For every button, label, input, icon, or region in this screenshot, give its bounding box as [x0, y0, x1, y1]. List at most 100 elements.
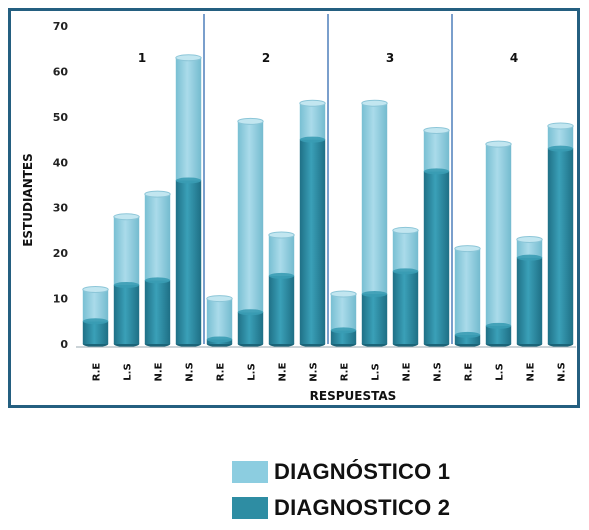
- bar-top: [144, 190, 171, 198]
- bar-top: [547, 122, 574, 130]
- x-tick-label: N.E: [278, 362, 289, 381]
- x-tick-label: R.E: [340, 363, 351, 382]
- bar-diagnostico-2: [485, 325, 512, 344]
- bar-diagnostico-1: [237, 121, 264, 313]
- bar-joint: [237, 309, 264, 316]
- bar-top: [113, 213, 140, 221]
- y-tick-label: 40: [53, 156, 69, 169]
- bar-diagnostico-2: [547, 148, 574, 344]
- x-tick-label: N.S: [185, 362, 196, 381]
- bar-diagnostico-2: [299, 139, 326, 344]
- x-tick-label: R.E: [216, 363, 227, 382]
- y-tick-label: 30: [53, 202, 69, 215]
- bar-diagnostico-2: [516, 257, 543, 344]
- bar-top: [82, 285, 109, 293]
- x-tick-label: N.S: [309, 362, 320, 381]
- bar-diagnostico-1: [113, 216, 140, 285]
- bar-diagnostico-2: [330, 330, 357, 344]
- bar-joint: [547, 145, 574, 152]
- x-tick-label: R.E: [92, 363, 103, 382]
- legend: DIAGNÓSTICO 1 DIAGNOSTICO 2: [232, 458, 492, 530]
- bar-diagnostico-1: [206, 298, 233, 340]
- bar-top: [392, 226, 419, 234]
- bar-joint: [423, 168, 450, 175]
- bar-joint: [268, 272, 295, 279]
- bar-joint: [82, 318, 109, 325]
- bar-joint: [330, 327, 357, 334]
- bar-diagnostico-1: [299, 103, 326, 140]
- legend-item-diagnostico-2: DIAGNOSTICO 2: [232, 494, 492, 522]
- y-tick-label: 50: [53, 111, 69, 124]
- bar-joint: [454, 331, 481, 338]
- bar-diagnostico-2: [268, 275, 295, 344]
- bar-diagnostico-1: [392, 230, 419, 272]
- x-tick-label: L.S: [247, 363, 258, 380]
- bar-diagnostico-1: [361, 103, 388, 295]
- bar-top: [516, 236, 543, 244]
- group-label: 3: [386, 51, 394, 65]
- bar-top: [485, 140, 512, 148]
- bar-diagnostico-2: [392, 271, 419, 344]
- plot-area: 0 10 20 30 40 50 60 70 1 2 3 4 R.E L.S N.E N.S R.E L.S N.E…: [53, 14, 576, 382]
- bar-joint: [392, 268, 419, 275]
- bar-joint: [299, 136, 326, 143]
- bar-diagnostico-1: [423, 130, 450, 172]
- bar-diagnostico-1: [144, 194, 171, 281]
- bar-diagnostico-2: [113, 284, 140, 344]
- bar-top: [361, 99, 388, 107]
- group-label: 1: [138, 51, 146, 65]
- bar-top: [330, 290, 357, 298]
- y-tick-label: 60: [53, 65, 69, 78]
- x-tick-label: N.S: [557, 362, 568, 381]
- group-label: 4: [510, 51, 518, 65]
- bar-joint: [175, 177, 202, 184]
- x-tick-label: L.S: [371, 363, 382, 380]
- bar-top: [175, 54, 202, 62]
- x-tick-label: R.E: [464, 363, 475, 382]
- chart: 0 10 20 30 40 50 60 70 1 2 3 4 R.E L.S N.E N.S R.E L.S N.E…: [8, 8, 580, 408]
- bar-top: [237, 117, 264, 125]
- bar-top: [206, 295, 233, 303]
- legend-swatch-diagnostico-1: [232, 461, 268, 483]
- bar-joint: [113, 281, 140, 288]
- legend-swatch-diagnostico-2: [232, 497, 268, 519]
- bar-top: [268, 231, 295, 239]
- bar-diagnostico-1: [516, 239, 543, 258]
- legend-item-diagnostico-1: DIAGNÓSTICO 1: [232, 458, 492, 486]
- bar-diagnostico-2: [361, 294, 388, 344]
- bar-diagnostico-1: [547, 125, 574, 149]
- y-tick-label: 70: [53, 20, 69, 33]
- bar-diagnostico-1: [485, 144, 512, 326]
- x-axis-title: RESPUESTAS: [310, 389, 397, 403]
- bar-diagnostico-2: [82, 321, 109, 344]
- bar-top: [423, 126, 450, 134]
- bar-joint: [144, 277, 171, 284]
- bar-diagnostico-2: [423, 171, 450, 344]
- legend-label-diagnostico-2: DIAGNOSTICO 2: [274, 495, 451, 520]
- x-tick-label: N.E: [526, 362, 537, 381]
- bar-diagnostico-1: [330, 294, 357, 331]
- bar-diagnostico-2: [454, 334, 481, 344]
- x-tick-label: N.E: [402, 362, 413, 381]
- y-tick-label: 10: [53, 293, 69, 306]
- bar-diagnostico-2: [237, 312, 264, 344]
- bar-diagnostico-2: [144, 280, 171, 344]
- bar-joint: [361, 291, 388, 298]
- bar-diagnostico-2: [175, 180, 202, 344]
- x-tick-label: L.S: [123, 363, 134, 380]
- bar-top: [299, 99, 326, 107]
- x-tick-label: L.S: [495, 363, 506, 380]
- y-axis-title: ESTUDIANTES: [21, 153, 35, 247]
- bar-top: [454, 245, 481, 253]
- bar-joint: [206, 336, 233, 343]
- y-tick-label: 0: [60, 338, 68, 351]
- bar-diagnostico-1: [268, 234, 295, 276]
- bar-diagnostico-1: [175, 57, 202, 181]
- x-tick-label: N.E: [154, 362, 165, 381]
- x-tick-label: N.S: [433, 362, 444, 381]
- bar-diagnostico-1: [454, 248, 481, 335]
- legend-label-diagnostico-1: DIAGNÓSTICO 1: [274, 459, 451, 484]
- bar-joint: [485, 322, 512, 329]
- group-label: 2: [262, 51, 270, 65]
- bar-joint: [516, 254, 543, 261]
